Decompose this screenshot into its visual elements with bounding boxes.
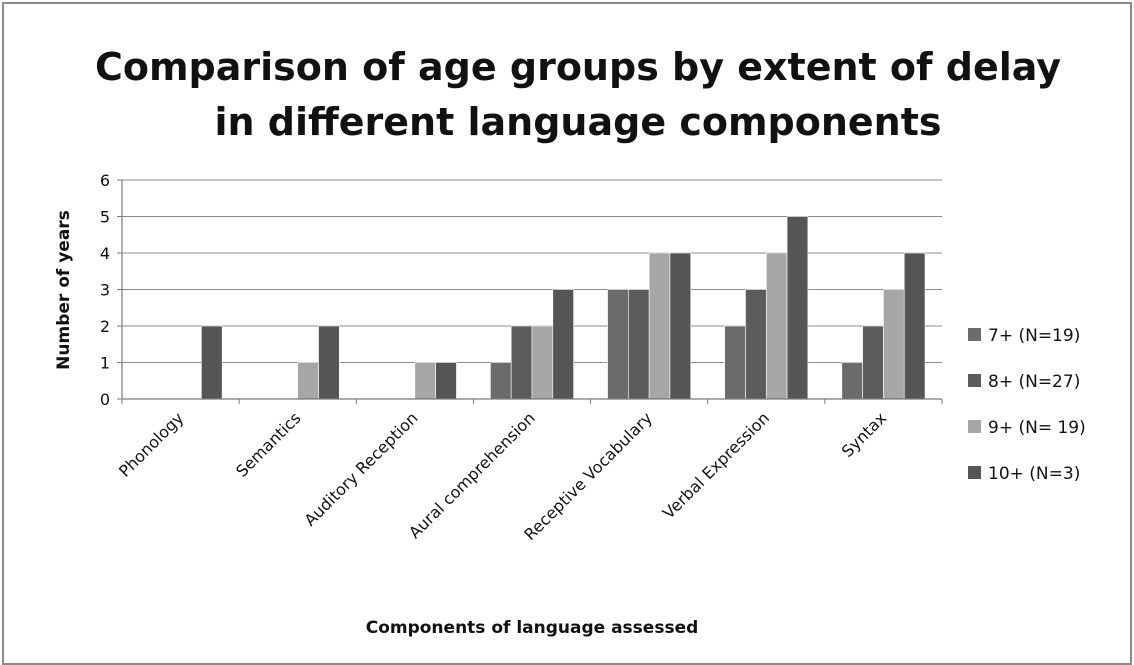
bar-1-series-4 xyxy=(201,326,222,399)
legend-label-3: 9+ (N= 19) xyxy=(988,418,1086,438)
category-label-5: Receptive Vocabulary xyxy=(520,408,656,544)
bar-5-series-1 xyxy=(608,290,629,400)
legend-swatch-4 xyxy=(968,466,981,479)
category-label-3: Auditory Reception xyxy=(300,408,421,529)
bar-5-series-3 xyxy=(649,253,670,399)
bar-4-series-2 xyxy=(511,326,532,399)
category-label-7: Syntax xyxy=(838,408,891,461)
bar-7-series-2 xyxy=(863,326,884,399)
y-tick-label-4: 4 xyxy=(100,244,110,263)
y-tick-label-2: 2 xyxy=(100,317,110,336)
bar-4-series-1 xyxy=(490,363,511,400)
legend-label-2: 8+ (N=27) xyxy=(988,372,1080,392)
y-tick-label-0: 0 xyxy=(100,390,110,409)
legend-label-1: 7+ (N=19) xyxy=(988,326,1080,346)
bar-4-series-4 xyxy=(553,290,574,400)
bar-6-series-2 xyxy=(745,290,766,400)
bar-5-series-4 xyxy=(670,253,691,399)
legend-label-4: 10+ (N=3) xyxy=(988,464,1080,484)
y-tick-label-3: 3 xyxy=(100,281,110,300)
y-tick-label-5: 5 xyxy=(100,208,110,227)
bar-6-series-3 xyxy=(766,253,787,399)
chart-title-line-1: Comparison of age groups by extent of de… xyxy=(95,45,1061,89)
legend: 7+ (N=19) 8+ (N=27) 9+ (N= 19) 10+ (N=3) xyxy=(968,326,1086,484)
legend-swatch-2 xyxy=(968,374,981,387)
bar-7-series-4 xyxy=(904,253,925,399)
bar-6-series-4 xyxy=(787,217,808,400)
category-label-2: Semantics xyxy=(232,408,304,480)
chart-title-line-2: in different language components xyxy=(214,100,941,144)
bar-7-series-1 xyxy=(842,363,863,400)
category-label-1: Phonology xyxy=(115,408,187,480)
bar-2-series-4 xyxy=(319,326,340,399)
bars xyxy=(201,217,925,400)
legend-swatch-1 xyxy=(968,328,981,341)
legend-swatch-3 xyxy=(968,420,981,433)
y-tick-label-1: 1 xyxy=(100,354,110,373)
bar-2-series-3 xyxy=(298,363,319,400)
bar-6-series-1 xyxy=(725,326,746,399)
x-axis-title: Components of language assessed xyxy=(366,618,699,638)
category-label-4: Aural comprehension xyxy=(405,408,539,542)
y-axis-title: Number of years xyxy=(54,210,74,370)
bar-3-series-4 xyxy=(436,363,457,400)
bar-7-series-3 xyxy=(883,290,904,400)
bar-4-series-3 xyxy=(532,326,553,399)
bar-5-series-2 xyxy=(628,290,649,400)
y-tick-labels: 0 1 2 3 4 5 6 xyxy=(100,171,110,409)
category-label-6: Verbal Expression xyxy=(659,408,773,522)
y-tick-label-6: 6 xyxy=(100,171,110,190)
bar-3-series-3 xyxy=(415,363,436,400)
